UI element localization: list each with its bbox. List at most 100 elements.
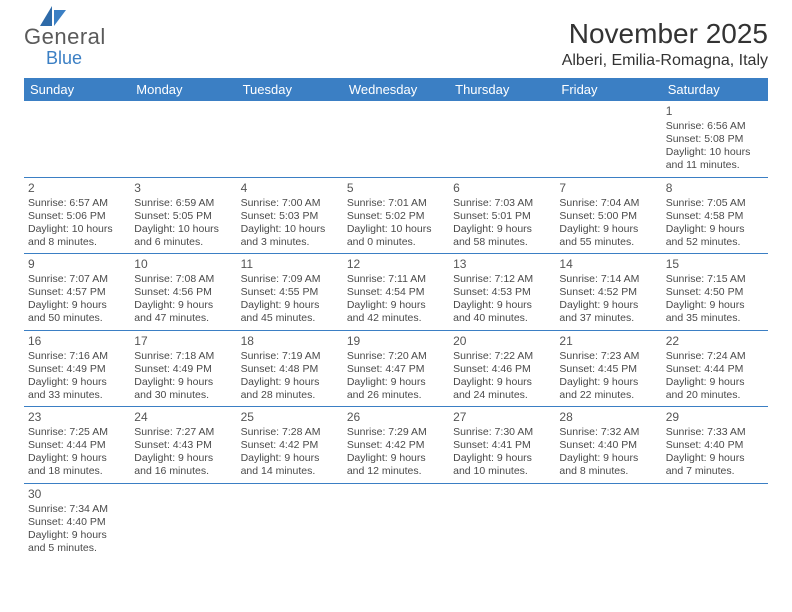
- day-cell: 20Sunrise: 7:22 AMSunset: 4:46 PMDayligh…: [449, 331, 555, 407]
- daylight-line: Daylight: 9 hours and 47 minutes.: [134, 299, 232, 325]
- day-cell: 8Sunrise: 7:05 AMSunset: 4:58 PMDaylight…: [662, 178, 768, 254]
- day-number: 18: [241, 334, 339, 349]
- sunset-line: Sunset: 4:54 PM: [347, 286, 445, 299]
- daylight-line: Daylight: 9 hours and 30 minutes.: [134, 376, 232, 402]
- sunrise-line: Sunrise: 7:01 AM: [347, 197, 445, 210]
- day-cell: 12Sunrise: 7:11 AMSunset: 4:54 PMDayligh…: [343, 254, 449, 330]
- logo: General Blue: [24, 24, 106, 69]
- day-cell-empty: [237, 101, 343, 177]
- day-header: Saturday: [662, 78, 768, 101]
- day-cell: 2Sunrise: 6:57 AMSunset: 5:06 PMDaylight…: [24, 178, 130, 254]
- day-cell: 28Sunrise: 7:32 AMSunset: 4:40 PMDayligh…: [555, 407, 661, 483]
- day-number: 10: [134, 257, 232, 272]
- day-number: 1: [666, 104, 764, 119]
- day-header: Monday: [130, 78, 236, 101]
- day-cell-empty: [343, 101, 449, 177]
- weeks-container: 1Sunrise: 6:56 AMSunset: 5:08 PM Daylight…: [24, 101, 768, 559]
- daylight-line: Daylight: 9 hours and 5 minutes.: [28, 529, 126, 555]
- day-cell: 22Sunrise: 7:24 AMSunset: 4:44 PMDayligh…: [662, 331, 768, 407]
- page-container: General Blue November 2025 Alberi, Emili…: [0, 0, 792, 559]
- day-cell: 5Sunrise: 7:01 AMSunset: 5:02 PMDaylight…: [343, 178, 449, 254]
- sunrise-line: Sunrise: 7:14 AM: [559, 273, 657, 286]
- day-number: 12: [347, 257, 445, 272]
- day-cell: 7Sunrise: 7:04 AMSunset: 5:00 PMDaylight…: [555, 178, 661, 254]
- week-row: 2Sunrise: 6:57 AMSunset: 5:06 PM Daylight…: [24, 178, 768, 255]
- daylight-line: Daylight: 9 hours and 10 minutes.: [453, 452, 551, 478]
- daylight-line: Daylight: 9 hours and 20 minutes.: [666, 376, 764, 402]
- sunset-line: Sunset: 4:41 PM: [453, 439, 551, 452]
- sunset-line: Sunset: 4:42 PM: [347, 439, 445, 452]
- day-number: 19: [347, 334, 445, 349]
- sunset-line: Sunset: 5:01 PM: [453, 210, 551, 223]
- day-cell: 29Sunrise: 7:33 AMSunset: 4:40 PMDayligh…: [662, 407, 768, 483]
- calendar: SundayMondayTuesdayWednesdayThursdayFrid…: [24, 78, 768, 559]
- day-cell-empty: [555, 484, 661, 560]
- sunset-line: Sunset: 4:52 PM: [559, 286, 657, 299]
- day-number: 30: [28, 487, 126, 502]
- day-number: 15: [666, 257, 764, 272]
- daylight-line: Daylight: 10 hours and 6 minutes.: [134, 223, 232, 249]
- day-number: 16: [28, 334, 126, 349]
- sunset-line: Sunset: 4:47 PM: [347, 363, 445, 376]
- day-number: 6: [453, 181, 551, 196]
- day-cell: 25Sunrise: 7:28 AMSunset: 4:42 PMDayligh…: [237, 407, 343, 483]
- sunrise-line: Sunrise: 7:22 AM: [453, 350, 551, 363]
- sunset-line: Sunset: 4:57 PM: [28, 286, 126, 299]
- sunset-line: Sunset: 4:49 PM: [28, 363, 126, 376]
- sunrise-line: Sunrise: 6:56 AM: [666, 120, 764, 133]
- day-header: Tuesday: [237, 78, 343, 101]
- day-number: 13: [453, 257, 551, 272]
- day-number: 2: [28, 181, 126, 196]
- day-number: 28: [559, 410, 657, 425]
- sunrise-line: Sunrise: 7:15 AM: [666, 273, 764, 286]
- day-cell: 10Sunrise: 7:08 AMSunset: 4:56 PMDayligh…: [130, 254, 236, 330]
- day-cell: 27Sunrise: 7:30 AMSunset: 4:41 PMDayligh…: [449, 407, 555, 483]
- day-header: Friday: [555, 78, 661, 101]
- day-cell: 15Sunrise: 7:15 AMSunset: 4:50 PMDayligh…: [662, 254, 768, 330]
- daylight-line: Daylight: 9 hours and 16 minutes.: [134, 452, 232, 478]
- sunrise-line: Sunrise: 7:34 AM: [28, 503, 126, 516]
- daylight-line: Daylight: 10 hours and 3 minutes.: [241, 223, 339, 249]
- sunrise-line: Sunrise: 6:57 AM: [28, 197, 126, 210]
- sunset-line: Sunset: 4:43 PM: [134, 439, 232, 452]
- sunset-line: Sunset: 5:02 PM: [347, 210, 445, 223]
- day-cell: 17Sunrise: 7:18 AMSunset: 4:49 PMDayligh…: [130, 331, 236, 407]
- day-number: 29: [666, 410, 764, 425]
- day-number: 21: [559, 334, 657, 349]
- sunrise-line: Sunrise: 7:32 AM: [559, 426, 657, 439]
- sunset-line: Sunset: 4:44 PM: [666, 363, 764, 376]
- day-number: 4: [241, 181, 339, 196]
- day-cell: 16Sunrise: 7:16 AMSunset: 4:49 PMDayligh…: [24, 331, 130, 407]
- day-number: 9: [28, 257, 126, 272]
- sunset-line: Sunset: 4:44 PM: [28, 439, 126, 452]
- sunset-line: Sunset: 4:46 PM: [453, 363, 551, 376]
- daylight-line: Daylight: 9 hours and 8 minutes.: [559, 452, 657, 478]
- daylight-line: Daylight: 9 hours and 24 minutes.: [453, 376, 551, 402]
- sunset-line: Sunset: 4:58 PM: [666, 210, 764, 223]
- sunrise-line: Sunrise: 7:03 AM: [453, 197, 551, 210]
- day-number: 3: [134, 181, 232, 196]
- daylight-line: Daylight: 9 hours and 45 minutes.: [241, 299, 339, 325]
- daylight-line: Daylight: 9 hours and 26 minutes.: [347, 376, 445, 402]
- sunset-line: Sunset: 4:45 PM: [559, 363, 657, 376]
- daylight-line: Daylight: 9 hours and 18 minutes.: [28, 452, 126, 478]
- sunrise-line: Sunrise: 7:30 AM: [453, 426, 551, 439]
- day-number: 14: [559, 257, 657, 272]
- week-row: 30Sunrise: 7:34 AMSunset: 4:40 PMDayligh…: [24, 484, 768, 560]
- sunrise-line: Sunrise: 7:24 AM: [666, 350, 764, 363]
- day-header: Thursday: [449, 78, 555, 101]
- sunset-line: Sunset: 5:08 PM: [666, 133, 764, 146]
- daylight-line: Daylight: 9 hours and 14 minutes.: [241, 452, 339, 478]
- daylight-line: Daylight: 9 hours and 52 minutes.: [666, 223, 764, 249]
- day-number: 7: [559, 181, 657, 196]
- sunrise-line: Sunrise: 7:05 AM: [666, 197, 764, 210]
- daylight-line: Daylight: 9 hours and 50 minutes.: [28, 299, 126, 325]
- daylight-line: Daylight: 9 hours and 12 minutes.: [347, 452, 445, 478]
- day-cell-empty: [449, 484, 555, 560]
- sail-icon: [38, 4, 68, 30]
- sunset-line: Sunset: 5:06 PM: [28, 210, 126, 223]
- sunset-line: Sunset: 4:49 PM: [134, 363, 232, 376]
- day-cell: 18Sunrise: 7:19 AMSunset: 4:48 PMDayligh…: [237, 331, 343, 407]
- day-number: 17: [134, 334, 232, 349]
- location-text: Alberi, Emilia-Romagna, Italy: [562, 52, 768, 70]
